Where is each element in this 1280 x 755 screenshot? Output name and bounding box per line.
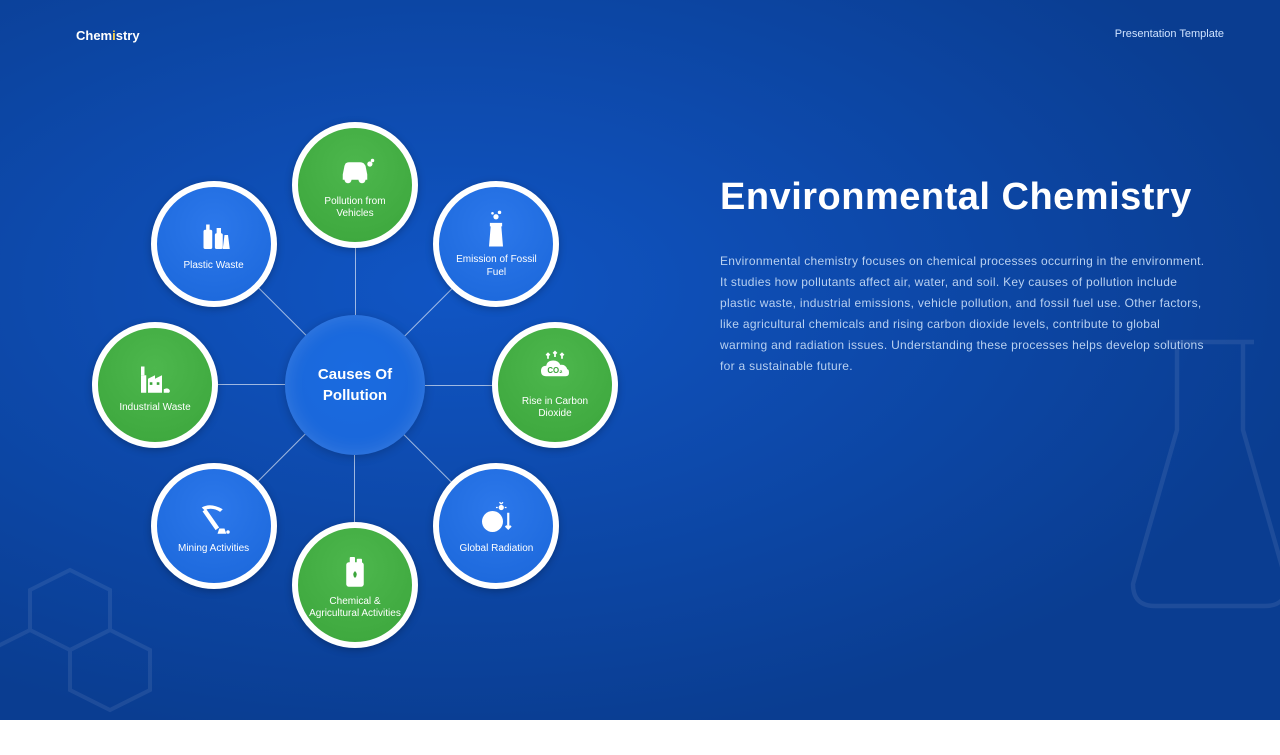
connector-line bbox=[257, 434, 305, 482]
diagram-node: Pollution from Vehicles bbox=[292, 122, 418, 248]
factory-icon bbox=[134, 356, 176, 398]
car-icon bbox=[334, 150, 376, 192]
diagram-node: Emission of Fossil Fuel bbox=[433, 181, 559, 307]
globe-icon bbox=[475, 497, 517, 539]
header-subtitle: Presentation Template bbox=[1115, 28, 1224, 40]
connector-line bbox=[425, 385, 492, 386]
diagram-node: Global Radiation bbox=[433, 463, 559, 589]
diagram-node-label: Pollution from Vehicles bbox=[298, 196, 412, 221]
page-title: Environmental Chemistry bbox=[720, 175, 1210, 221]
brand-logo: Chemistry bbox=[76, 28, 140, 43]
connector-line bbox=[354, 455, 355, 522]
jerrycan-icon bbox=[334, 550, 376, 592]
diagram-node-label: Plastic Waste bbox=[175, 260, 251, 273]
diagram-node-label: Chemical & Agricultural Activities bbox=[298, 596, 412, 621]
diagram-node-label: Global Radiation bbox=[451, 543, 541, 556]
pollution-diagram: Causes Of Pollution Pollution from Vehic… bbox=[70, 45, 640, 675]
diagram-center: Causes Of Pollution bbox=[285, 315, 425, 455]
diagram-node: Mining Activities bbox=[151, 463, 277, 589]
svg-text:CO₂: CO₂ bbox=[547, 365, 563, 374]
co2-icon: CO₂ bbox=[534, 350, 576, 392]
connector-line bbox=[218, 384, 285, 385]
diagram-node: CO₂ Rise in Carbon Dioxide bbox=[492, 322, 618, 448]
body-text: Environmental chemistry focuses on chemi… bbox=[720, 251, 1210, 377]
diagram-node: Chemical & Agricultural Activities bbox=[292, 522, 418, 648]
diagram-node-label: Emission of Fossil Fuel bbox=[439, 254, 553, 279]
connector-line bbox=[258, 287, 306, 335]
content-panel: Environmental Chemistry Environmental ch… bbox=[720, 175, 1210, 377]
diagram-node: Plastic Waste bbox=[151, 181, 277, 307]
connector-line bbox=[355, 248, 356, 315]
diagram-node-label: Rise in Carbon Dioxide bbox=[498, 396, 612, 421]
bottles-icon bbox=[193, 214, 235, 256]
diagram-center-label: Causes Of Pollution bbox=[285, 354, 425, 416]
diagram-node-label: Industrial Waste bbox=[111, 402, 198, 415]
diagram-node-label: Mining Activities bbox=[170, 543, 257, 556]
pickaxe-icon bbox=[193, 497, 235, 539]
connector-line bbox=[404, 288, 452, 336]
slide: Chemistry Presentation Template Causes O… bbox=[0, 0, 1280, 720]
connector-line bbox=[404, 434, 452, 482]
diagram-node: Industrial Waste bbox=[92, 322, 218, 448]
chimney-icon bbox=[475, 208, 517, 250]
